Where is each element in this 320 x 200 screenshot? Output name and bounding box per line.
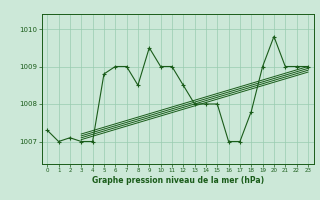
X-axis label: Graphe pression niveau de la mer (hPa): Graphe pression niveau de la mer (hPa) xyxy=(92,176,264,185)
